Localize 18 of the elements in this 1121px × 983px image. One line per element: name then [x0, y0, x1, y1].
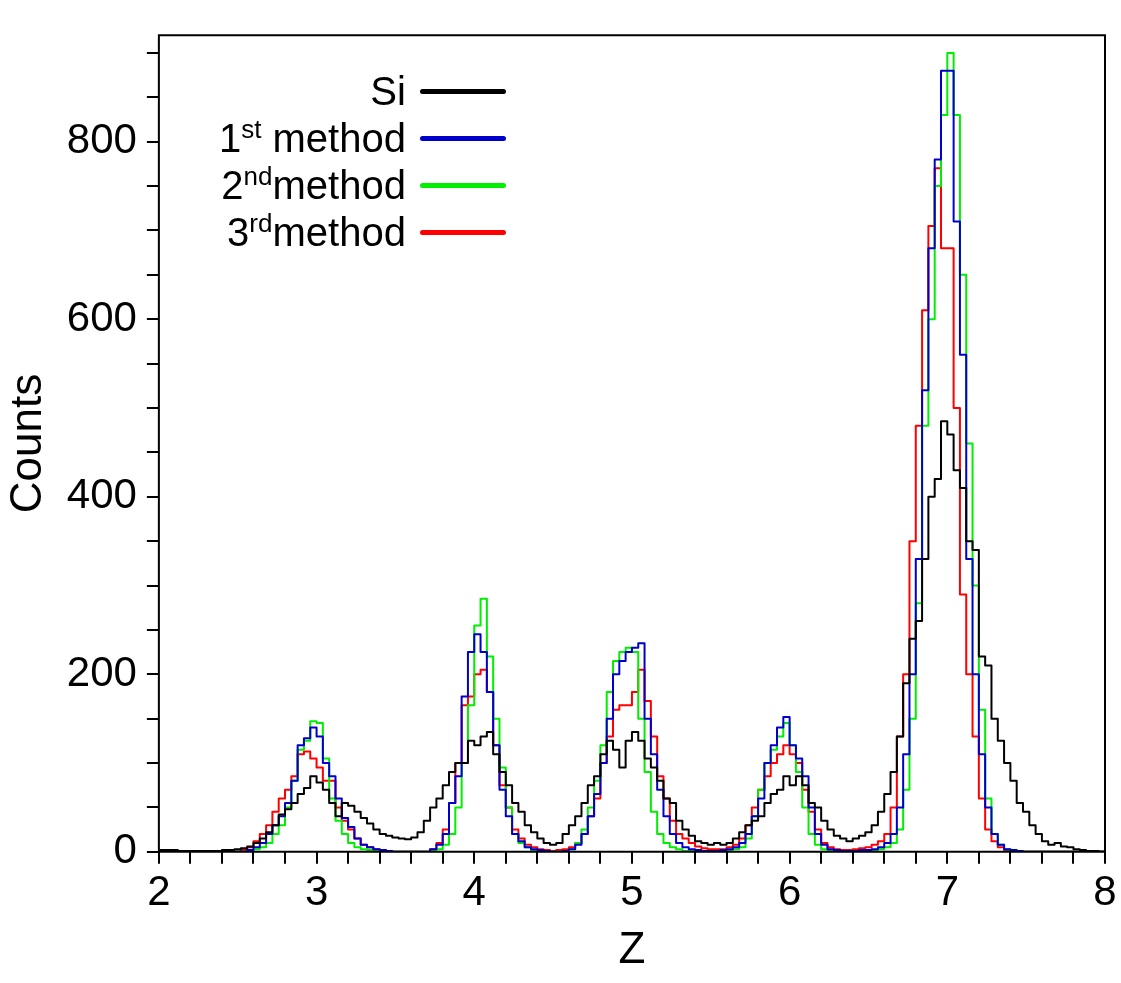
y-tick-label: 800: [66, 115, 137, 163]
legend-label: 1$^{st}$ method: [218, 114, 406, 163]
y-axis-title: Counts: [0, 373, 50, 514]
y-tick-label: 200: [66, 647, 137, 695]
legend-label: 3$^{rd}$method: [227, 208, 406, 257]
x-tick-label: 2: [147, 866, 171, 914]
y-tick-label: 0: [113, 825, 137, 873]
x-axis-title: Z: [618, 922, 646, 972]
y-tick-label: 400: [66, 470, 137, 518]
legend-label: Si: [370, 68, 406, 116]
x-tick-label: 4: [462, 866, 486, 914]
x-tick-label: 8: [1093, 866, 1117, 914]
x-tick-label: 3: [304, 866, 329, 914]
x-tick-label: 7: [935, 866, 959, 914]
legend-label: 2$^{nd}$method: [221, 161, 406, 210]
y-tick-label: 600: [66, 292, 137, 340]
x-tick-label: 6: [777, 866, 802, 914]
x-tick-label: 5: [620, 866, 644, 914]
